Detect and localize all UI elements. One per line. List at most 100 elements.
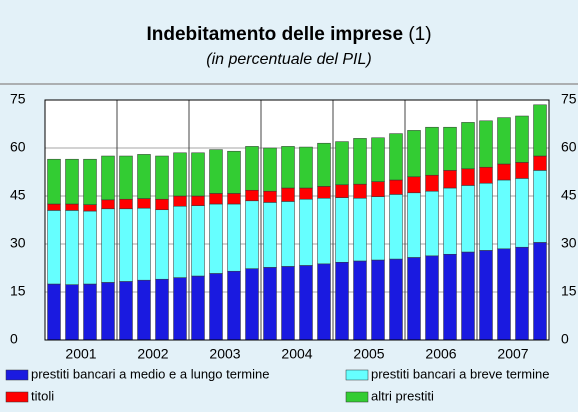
- bar-segment: [443, 187, 457, 255]
- bar-segment: [191, 152, 205, 197]
- y2-tick-label: 30: [561, 235, 577, 251]
- x-tick-label: 2007: [497, 346, 528, 362]
- legend-label: prestiti bancari a breve termine: [371, 366, 549, 381]
- bar-segment: [191, 275, 205, 341]
- legend-label: titoli: [31, 388, 54, 403]
- bar-segment: [119, 208, 133, 282]
- legend-label: prestiti bancari a medio e a lungo termi…: [31, 366, 269, 381]
- bar-segment: [533, 170, 547, 243]
- bar-segment: [281, 201, 295, 267]
- bar-segment: [443, 170, 457, 189]
- bar-segment: [299, 265, 313, 341]
- bar-segment: [281, 187, 295, 202]
- bar-segment: [371, 259, 385, 341]
- bar-segment: [461, 122, 475, 170]
- bar-segment: [227, 193, 241, 205]
- bar-segment: [515, 162, 529, 179]
- legend-swatch: [5, 369, 29, 381]
- bar-segment: [425, 126, 439, 176]
- bar-segment: [155, 278, 169, 341]
- bar-segment: [227, 203, 241, 272]
- bar-segment: [101, 199, 115, 210]
- bar-segment: [281, 146, 295, 189]
- bar-segment: [497, 117, 511, 165]
- bar-segment: [299, 187, 313, 200]
- bar-segment: [47, 158, 61, 205]
- title-note: (1): [408, 24, 431, 45]
- bar-segment: [65, 284, 79, 341]
- bar-segment: [479, 120, 493, 168]
- bar-segment: [353, 260, 367, 341]
- bar-segment: [335, 184, 349, 198]
- bar-segment: [443, 253, 457, 341]
- bar-segment: [173, 152, 187, 197]
- bar-segment: [65, 210, 79, 285]
- bar-segment: [389, 133, 403, 181]
- bar-segment: [155, 209, 169, 280]
- bar-segment: [101, 208, 115, 283]
- y2-tick-label: 0: [561, 331, 569, 347]
- y-tick-label: 0: [10, 331, 18, 347]
- bar-segment: [101, 155, 115, 201]
- legend-label: altri prestiti: [371, 388, 434, 403]
- x-tick-label: 2005: [353, 346, 384, 362]
- bar-segment: [281, 266, 295, 341]
- bar-segment: [137, 279, 151, 341]
- bar-segment: [461, 251, 475, 341]
- chart-subtitle: (in percentuale del PIL): [206, 51, 371, 68]
- bar-segment: [479, 166, 493, 184]
- x-tick-label: 2004: [281, 346, 312, 362]
- bar-segment: [407, 130, 421, 178]
- bar-segment: [389, 179, 403, 195]
- x-tick-label: 2001: [65, 346, 96, 362]
- bar-segment: [371, 196, 385, 261]
- bar-segment: [335, 141, 349, 186]
- bar-segment: [245, 268, 259, 341]
- bar-segment: [101, 282, 115, 341]
- y-tick-label: 45: [10, 187, 26, 203]
- bar-segment: [47, 210, 61, 285]
- bar-segment: [119, 155, 133, 200]
- bar-segment: [515, 246, 529, 341]
- legend-swatch: [345, 391, 369, 403]
- bar-segment: [209, 203, 223, 274]
- legend-swatch: [345, 369, 369, 381]
- bar-segment: [245, 200, 259, 269]
- bar-segment: [263, 190, 277, 203]
- bar-segment: [497, 179, 511, 250]
- bar-segment: [335, 261, 349, 341]
- bar-segment: [317, 186, 331, 199]
- bar-segment: [119, 281, 133, 341]
- bar-segment: [137, 207, 151, 281]
- bar-segment: [335, 197, 349, 263]
- plot-border: [44, 99, 550, 341]
- y-tick-label: 30: [10, 235, 26, 251]
- y2-tick-label: 60: [561, 139, 577, 155]
- y-tick-label: 15: [10, 283, 26, 299]
- bar-segment: [263, 202, 277, 268]
- chart-title: Indebitamento delle imprese (1): [146, 24, 431, 45]
- bar-segment: [533, 155, 547, 171]
- bar-segment: [407, 192, 421, 258]
- bar-segment: [263, 267, 277, 341]
- x-tick-label: 2006: [425, 346, 456, 362]
- bar-segment: [173, 277, 187, 341]
- bar-segment: [317, 197, 331, 265]
- bar-segment: [443, 126, 457, 171]
- bar-segment: [479, 250, 493, 341]
- bar-segment: [209, 273, 223, 341]
- bar-segment: [407, 257, 421, 341]
- bar-segment: [83, 283, 97, 341]
- bar-segment: [83, 204, 97, 212]
- bar-segment: [371, 137, 385, 182]
- bar-segment: [47, 283, 61, 341]
- bar-segment: [191, 205, 205, 277]
- bar-segment: [209, 149, 223, 194]
- bar-segment: [173, 205, 187, 278]
- bar-segment: [425, 190, 439, 257]
- bar-segment: [353, 138, 367, 185]
- bar-segment: [263, 147, 277, 192]
- bar-segment: [137, 198, 151, 209]
